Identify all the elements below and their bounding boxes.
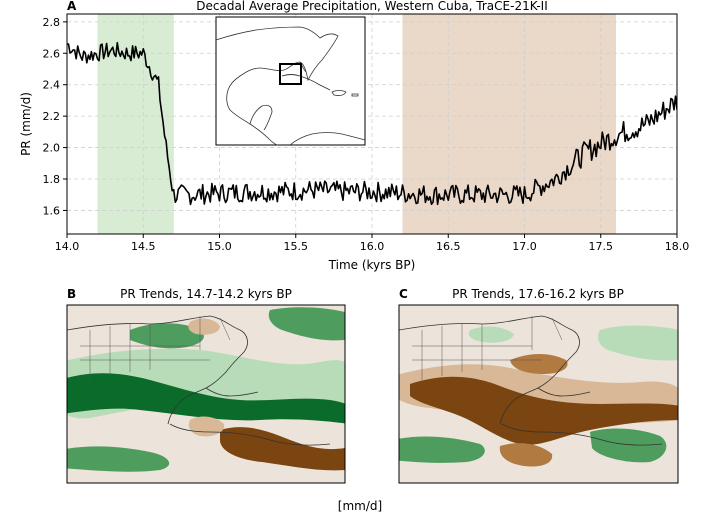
x-tick-label: 17.0: [512, 240, 537, 253]
map-b-brown-south: [220, 427, 345, 471]
y-tick-label: 1.8: [43, 173, 61, 186]
panel-a-label: A: [67, 0, 77, 13]
map-c-coastline: [399, 315, 663, 446]
x-tick-label: 15.0: [207, 240, 232, 253]
map-b-green-east: [268, 307, 345, 341]
inset-cuba: [281, 74, 331, 91]
x-tick-label: 16.0: [360, 240, 385, 253]
y-axis: 1.6 1.8 2.0 2.2 2.4 2.6 2.8: [43, 16, 67, 217]
map-c-green-south: [399, 436, 485, 463]
inset-map-frame: [215, 16, 366, 146]
x-tick-label: 17.5: [589, 240, 614, 253]
map-b-green-band-dark: [67, 373, 345, 424]
map-c-brown-band-dark: [410, 376, 678, 445]
y-tick-label: 1.6: [43, 204, 61, 217]
map-c-brown-upper: [510, 354, 568, 374]
pr-series-line: [67, 41, 677, 206]
map-b-green-south: [67, 446, 170, 472]
y-tick-label: 2.2: [43, 110, 61, 123]
inset-yucatan: [249, 104, 273, 131]
panel-c-title: PR Trends, 17.6-16.2 kyrs BP: [452, 287, 624, 301]
y-axis-label: PR (mm/d): [19, 92, 33, 156]
panel-c-label: C: [399, 287, 408, 301]
inset-puerto-rico: [351, 93, 359, 97]
inset-south-america: [289, 132, 366, 146]
x-axis-label: Time (kyrs BP): [328, 258, 416, 272]
inset-map: [215, 16, 366, 146]
inset-focus-box: [279, 63, 302, 85]
panel-c: C PR Trends, 17.6-16.2 kyrs BP: [398, 287, 679, 484]
map-c-brown-south: [499, 443, 553, 467]
panel-b-label: B: [67, 287, 76, 301]
map-b-green-upper: [130, 323, 204, 349]
x-tick-label: 18.0: [665, 240, 690, 253]
x-tick-label: 14.0: [55, 240, 80, 253]
panel-b: B PR Trends, 14.7-14.2 kyrs BP: [66, 287, 346, 484]
map-b-coastline: [67, 315, 331, 446]
x-tick-label: 15.5: [284, 240, 309, 253]
y-tick-label: 2.0: [43, 142, 61, 155]
map-c-green-south-east: [590, 428, 667, 463]
y-tick-label: 2.8: [43, 16, 61, 29]
inset-north-america: [215, 26, 339, 146]
panel-b-title: PR Trends, 14.7-14.2 kyrs BP: [120, 287, 292, 301]
panel-a: A Decadal Average Precipitation, Western…: [19, 0, 689, 272]
trend-map-c: [399, 305, 678, 483]
x-axis: 14.0 14.5 15.0 15.5 16.0 16.5 17.0 17.5 18.0: [55, 234, 690, 253]
map-c-borders: [412, 316, 563, 380]
x-tick-label: 14.5: [131, 240, 156, 253]
map-c-green-north: [468, 326, 514, 343]
map-c-green-east: [598, 325, 678, 361]
y-tick-label: 2.6: [43, 47, 61, 60]
panel-a-title: Decadal Average Precipitation, Western C…: [196, 0, 547, 13]
map-b-frame: [66, 304, 346, 484]
inset-hispaniola: [331, 90, 347, 96]
trend-map-b: [67, 305, 345, 483]
colorbar-unit-label: [mm/d]: [338, 499, 382, 512]
x-tick-label: 16.5: [436, 240, 461, 253]
map-c-frame: [398, 304, 679, 484]
map-b-brown-north: [188, 318, 220, 335]
y-tick-label: 2.4: [43, 79, 61, 92]
map-b-borders: [80, 316, 231, 380]
